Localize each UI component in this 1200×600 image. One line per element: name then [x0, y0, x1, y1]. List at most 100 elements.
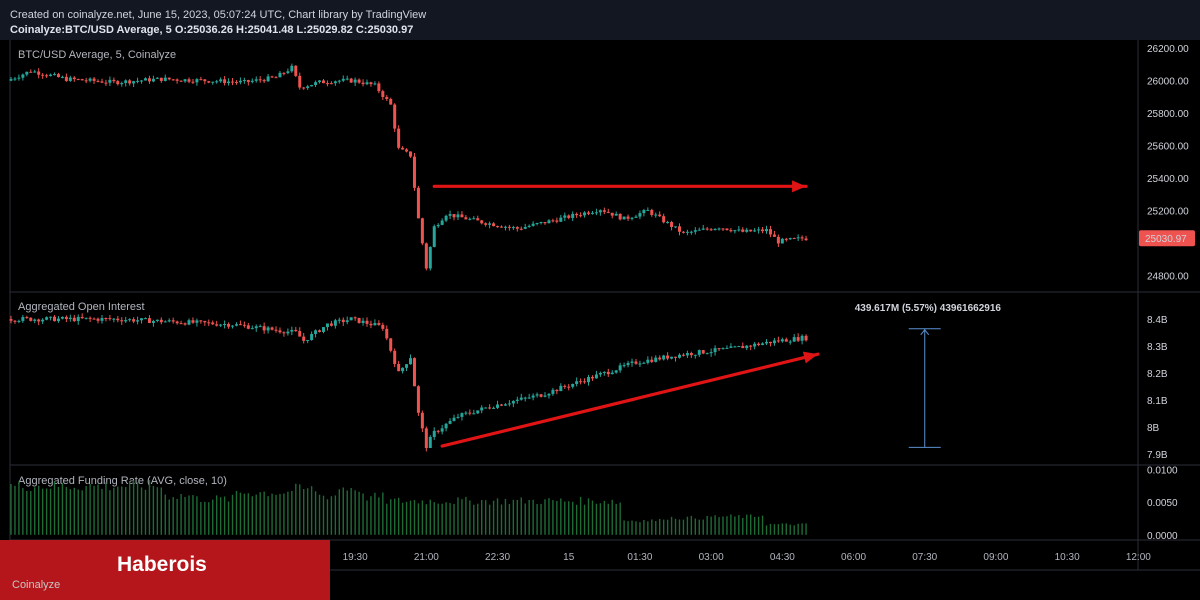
candle	[476, 218, 480, 221]
candle	[231, 325, 235, 327]
price-y-tick-6: 24800.00	[1147, 272, 1189, 283]
candle	[737, 346, 741, 348]
candle	[405, 364, 409, 368]
candle	[622, 365, 626, 367]
candle	[254, 79, 258, 81]
candle	[136, 320, 140, 322]
candle	[187, 79, 191, 82]
candle	[507, 226, 511, 228]
x-tick-15: 12:00	[1126, 552, 1151, 563]
candle	[476, 410, 480, 414]
oi-arrow-head	[802, 351, 818, 364]
candle	[456, 416, 460, 418]
candle	[318, 330, 322, 332]
candle	[614, 370, 618, 373]
candle	[749, 229, 753, 232]
candle	[626, 216, 630, 219]
candle	[199, 320, 203, 322]
candle	[195, 79, 199, 83]
candle	[357, 317, 361, 323]
candle	[183, 79, 187, 82]
candle	[776, 340, 780, 342]
candle	[689, 353, 693, 356]
candle	[440, 220, 444, 225]
candle	[92, 318, 96, 320]
candle	[64, 316, 68, 319]
candle	[590, 377, 594, 379]
candle	[717, 348, 721, 350]
candle	[638, 363, 642, 365]
candle	[223, 324, 227, 326]
candle	[377, 83, 381, 92]
watermark-text: Haberois	[117, 553, 207, 576]
candle	[531, 223, 535, 226]
oi-arrow	[440, 351, 820, 448]
price-y-tick-4: 25400.00	[1147, 174, 1189, 185]
candle	[511, 227, 515, 229]
candle	[45, 317, 49, 320]
oi-y-tick-4: 8B	[1147, 423, 1160, 434]
candle	[33, 71, 37, 73]
candle	[132, 319, 136, 322]
candle	[642, 362, 646, 364]
candle	[622, 216, 626, 220]
candle	[143, 318, 147, 320]
candle	[496, 226, 500, 228]
candle	[709, 352, 713, 354]
candle	[697, 350, 701, 355]
candle	[674, 356, 678, 358]
candle	[325, 323, 329, 328]
last-price-badge	[1139, 230, 1195, 247]
created-caption: Created on coinalyze.net, June 15, 2023,…	[10, 9, 427, 21]
candle	[294, 329, 298, 332]
candle	[373, 83, 377, 85]
candle	[496, 404, 500, 408]
candle	[780, 238, 784, 244]
candle	[464, 412, 468, 414]
candle	[341, 319, 345, 323]
candle	[155, 319, 159, 321]
x-tick-9: 03:00	[699, 552, 724, 563]
candle	[393, 350, 397, 364]
candle	[523, 226, 527, 229]
candle	[361, 320, 365, 323]
candle	[749, 345, 753, 347]
candle	[602, 210, 606, 212]
candle	[416, 187, 420, 219]
candle	[741, 229, 745, 232]
candle	[33, 319, 37, 321]
candle	[302, 87, 306, 89]
chart-area[interactable]: BTC/USD Average, 5, Coinalyze 26200.00 260…	[0, 40, 1200, 600]
candle	[278, 330, 282, 333]
candle	[709, 229, 713, 231]
candle	[618, 365, 622, 371]
oi-pane-title: Aggregated Open Interest	[18, 301, 145, 313]
candle	[21, 74, 25, 78]
candle	[804, 238, 808, 241]
candle	[780, 339, 784, 342]
candle	[436, 430, 440, 432]
measure-arrowhead	[920, 328, 930, 336]
measure-label: 439.617M (5.57%) 43961662916	[855, 303, 1002, 314]
candle	[381, 324, 385, 329]
candle	[598, 372, 602, 375]
candle	[768, 229, 772, 235]
measure-tool[interactable]	[908, 328, 941, 448]
candle	[654, 357, 658, 362]
candle	[460, 214, 464, 218]
candle	[286, 331, 290, 334]
candle	[84, 80, 88, 82]
candle	[234, 81, 238, 83]
candle	[460, 413, 464, 417]
candle	[329, 323, 333, 326]
candle	[737, 229, 741, 231]
candle	[377, 323, 381, 325]
candle	[420, 218, 424, 244]
candle	[179, 323, 183, 325]
candle	[401, 147, 405, 150]
candle	[294, 65, 298, 76]
candle	[310, 84, 314, 87]
candle	[337, 319, 341, 321]
candle	[539, 394, 543, 397]
candle	[685, 353, 689, 356]
